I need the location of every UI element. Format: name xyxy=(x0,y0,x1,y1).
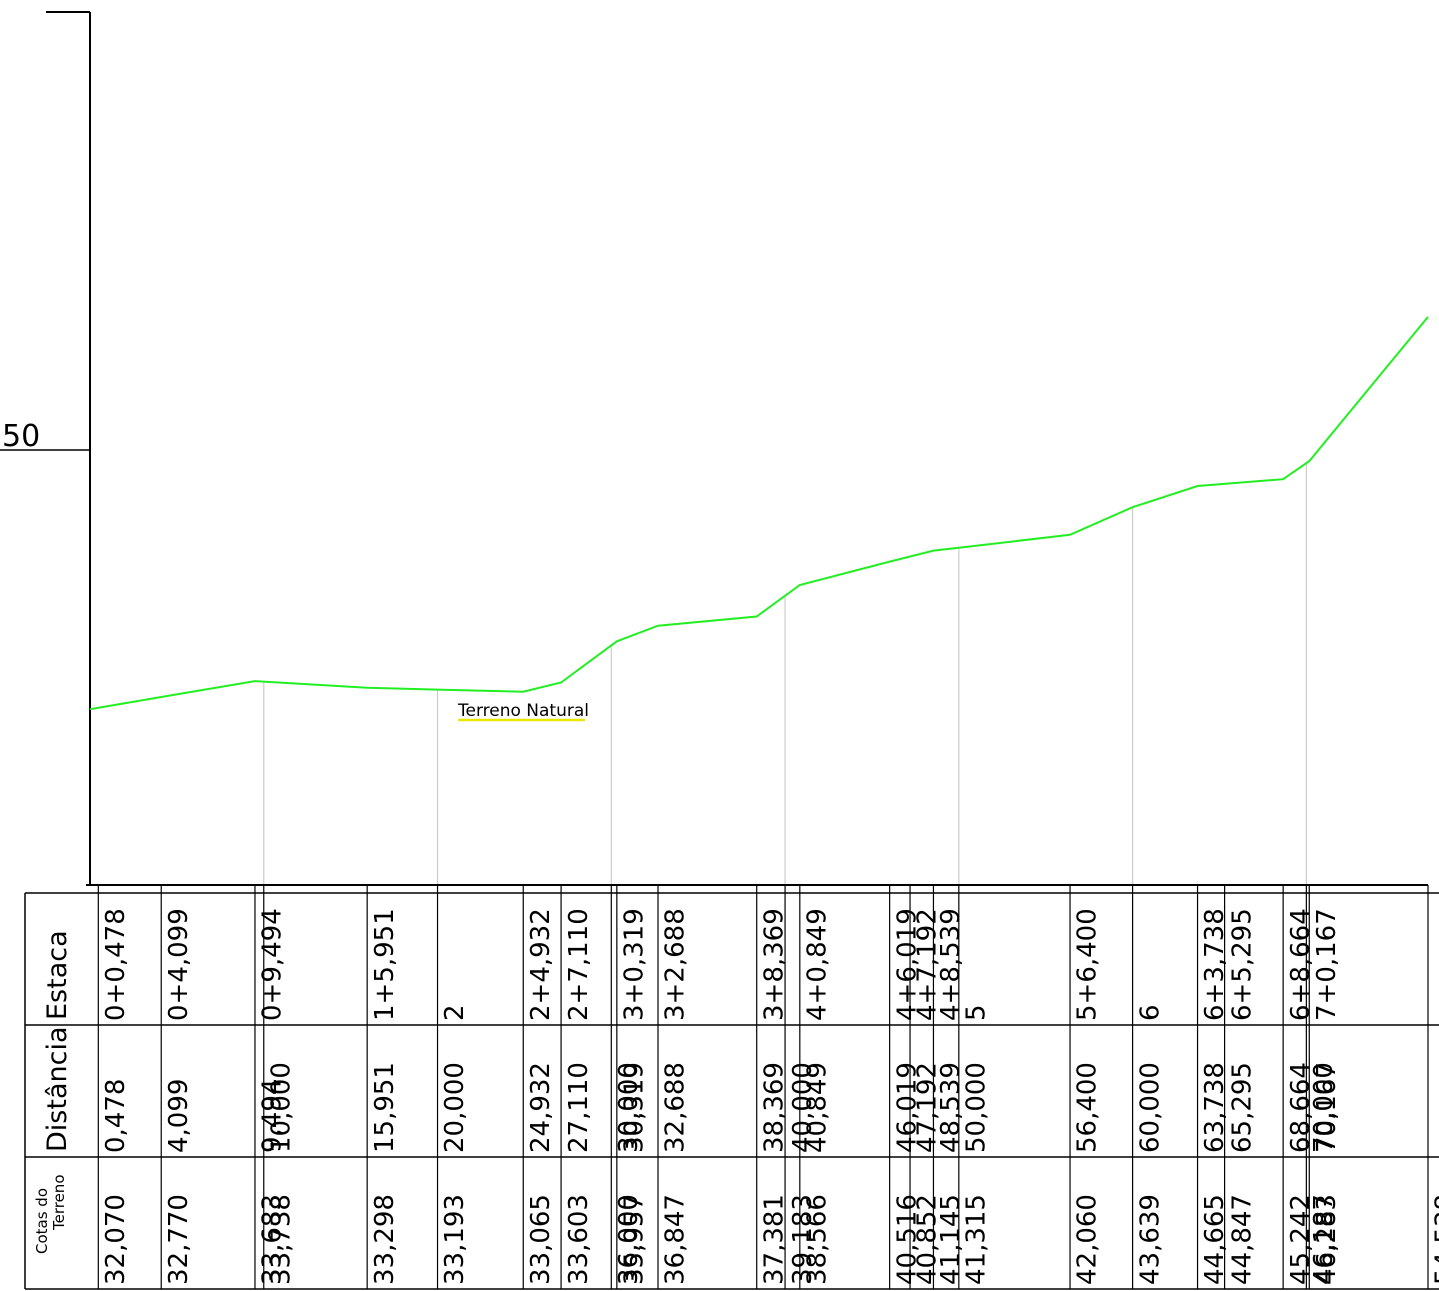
row-label-cotas-2: Terreno xyxy=(50,1175,68,1232)
row-label-cotas-1: Cotas do xyxy=(33,1188,51,1254)
table-cell-estaca: 2+7,110 xyxy=(564,908,594,1021)
terrain-label-group: Terreno Natural xyxy=(457,701,589,722)
terrain-label: Terreno Natural xyxy=(457,701,589,721)
table-cell-cota: 36,000 xyxy=(614,1194,644,1285)
table-cell-cota: 37,381 xyxy=(759,1194,789,1285)
table-cell-estaca: 2+4,932 xyxy=(526,908,556,1021)
table-cell-estaca: 0+9,494 xyxy=(258,908,288,1021)
table-cell-estaca: 4+7,192 xyxy=(913,908,943,1021)
table-cell-estaca: 0+0,478 xyxy=(101,908,131,1021)
table-cell-cota: 42,060 xyxy=(1073,1194,1103,1285)
table-cell-estaca: 6+5,295 xyxy=(1227,908,1257,1021)
table-cell-distancia: 68,664 xyxy=(1286,1062,1316,1153)
table-cell-distancia: 40,000 xyxy=(788,1062,818,1153)
table-cell-distancia: 65,295 xyxy=(1227,1062,1257,1153)
table-cell-estaca: 3+0,319 xyxy=(620,908,650,1021)
table-cell-estaca: 5 xyxy=(962,1004,992,1021)
table-cell-cota: 54,538 xyxy=(1431,1194,1439,1285)
table-cell-cota: 33,603 xyxy=(564,1194,594,1285)
table-cell-distancia: 20,000 xyxy=(440,1062,470,1153)
table-cell-estaca: 6 xyxy=(1135,1004,1165,1021)
table-cell-distancia: 48,539 xyxy=(936,1062,966,1153)
table-cell-distancia: 60,000 xyxy=(1135,1062,1165,1153)
table-cell-distancia: 4,099 xyxy=(164,1079,194,1153)
table-cell-cota: 41,145 xyxy=(936,1194,966,1285)
table-cell-distancia: 70,000 xyxy=(1309,1062,1339,1153)
table-cell-cota: 38,566 xyxy=(803,1194,833,1285)
table-cell-distancia: 30,319 xyxy=(620,1062,650,1153)
table-cell-distancia: 56,400 xyxy=(1073,1062,1103,1153)
table-cell-cota: 36,847 xyxy=(661,1194,691,1285)
table-cell-cota: 40,852 xyxy=(913,1194,943,1285)
table-cell-cota: 33,683 xyxy=(258,1194,288,1285)
table-cell-distancia: 38,369 xyxy=(759,1062,789,1153)
table-cell-distancia: 9,494 xyxy=(258,1079,288,1153)
vertical-guides xyxy=(263,463,1307,885)
table-cell-distancia: 27,110 xyxy=(564,1062,594,1153)
y-marker-label: 50 xyxy=(2,419,40,454)
table-cell-estaca: 2 xyxy=(440,1004,470,1021)
table-cell-cota: 45,242 xyxy=(1286,1194,1316,1285)
table-cell-estaca: 6+3,738 xyxy=(1200,908,1230,1021)
table-cell-cota: 35,957 xyxy=(620,1194,650,1285)
table-cell-distancia: 30,000 xyxy=(614,1062,644,1153)
table-cell-estaca: 0+4,099 xyxy=(164,908,194,1021)
data-table: Estaca Distância Cotas do Terreno 0+0,47… xyxy=(24,885,1439,1290)
table-cell-distancia: 47,192 xyxy=(913,1062,943,1153)
table-cell-cota: 46,187 xyxy=(1309,1194,1339,1285)
table-cell-cota: 41,315 xyxy=(962,1194,992,1285)
table-cell-cota: 32,770 xyxy=(164,1194,194,1285)
table-cell-estaca: 4+0,849 xyxy=(803,908,833,1021)
table-cell-distancia: 70,167 xyxy=(1312,1062,1342,1153)
table-cell-estaca: 5+6,400 xyxy=(1073,908,1103,1021)
table-cell-cota: 33,065 xyxy=(526,1194,556,1285)
table-cell-cota: 33,298 xyxy=(370,1194,400,1285)
axes: 50 xyxy=(0,11,1428,886)
table-cell-distancia: 40,849 xyxy=(803,1062,833,1153)
table-cell-estaca: 4+6,019 xyxy=(892,908,922,1021)
table-cell-estaca: 7+0,167 xyxy=(1312,908,1342,1021)
table-cell-cota: 39,183 xyxy=(788,1194,818,1285)
table-cell-cota: 46,283 xyxy=(1312,1194,1342,1285)
table-cell-distancia: 50,000 xyxy=(962,1062,992,1153)
table-cell-distancia: 32,688 xyxy=(661,1062,691,1153)
table-cell-distancia: 63,738 xyxy=(1200,1062,1230,1153)
table-cell-estaca: 3+8,369 xyxy=(759,908,789,1021)
row-labels: Estaca Distância Cotas do Terreno xyxy=(33,930,73,1254)
terrain-line xyxy=(89,316,1429,711)
table-cell-distancia: 24,932 xyxy=(526,1062,556,1153)
table-cell-distancia: 10,000 xyxy=(266,1062,296,1153)
table-cell-cota: 43,639 xyxy=(1135,1194,1165,1285)
table-cell-cota: 32,070 xyxy=(101,1194,131,1285)
table-cell-cota: 33,193 xyxy=(440,1194,470,1285)
table-cell-estaca: 1+5,951 xyxy=(370,908,400,1021)
table-cell-estaca: 3+2,688 xyxy=(661,908,691,1021)
table-cell-estaca: 6+8,664 xyxy=(1286,908,1316,1021)
table-cell-cota: 40,516 xyxy=(892,1194,922,1285)
table-cell-distancia: 0,478 xyxy=(101,1079,131,1153)
table-cell-cota: 33,738 xyxy=(266,1194,296,1285)
table-rows: 0+0,478 0,478 32,070 0+4,099 4,099 32,770 0+9,… xyxy=(97,885,1439,1289)
table-cell-estaca: 4+8,539 xyxy=(936,908,966,1021)
table-cell-distancia: 46,019 xyxy=(892,1062,922,1153)
table-cell-cota: 44,847 xyxy=(1227,1194,1257,1285)
row-label-distancia: Distância xyxy=(42,1027,73,1153)
row-label-estaca: Estaca xyxy=(42,930,73,1020)
table-cell-distancia: 15,951 xyxy=(370,1062,400,1153)
table-cell-cota: 44,665 xyxy=(1200,1194,1230,1285)
